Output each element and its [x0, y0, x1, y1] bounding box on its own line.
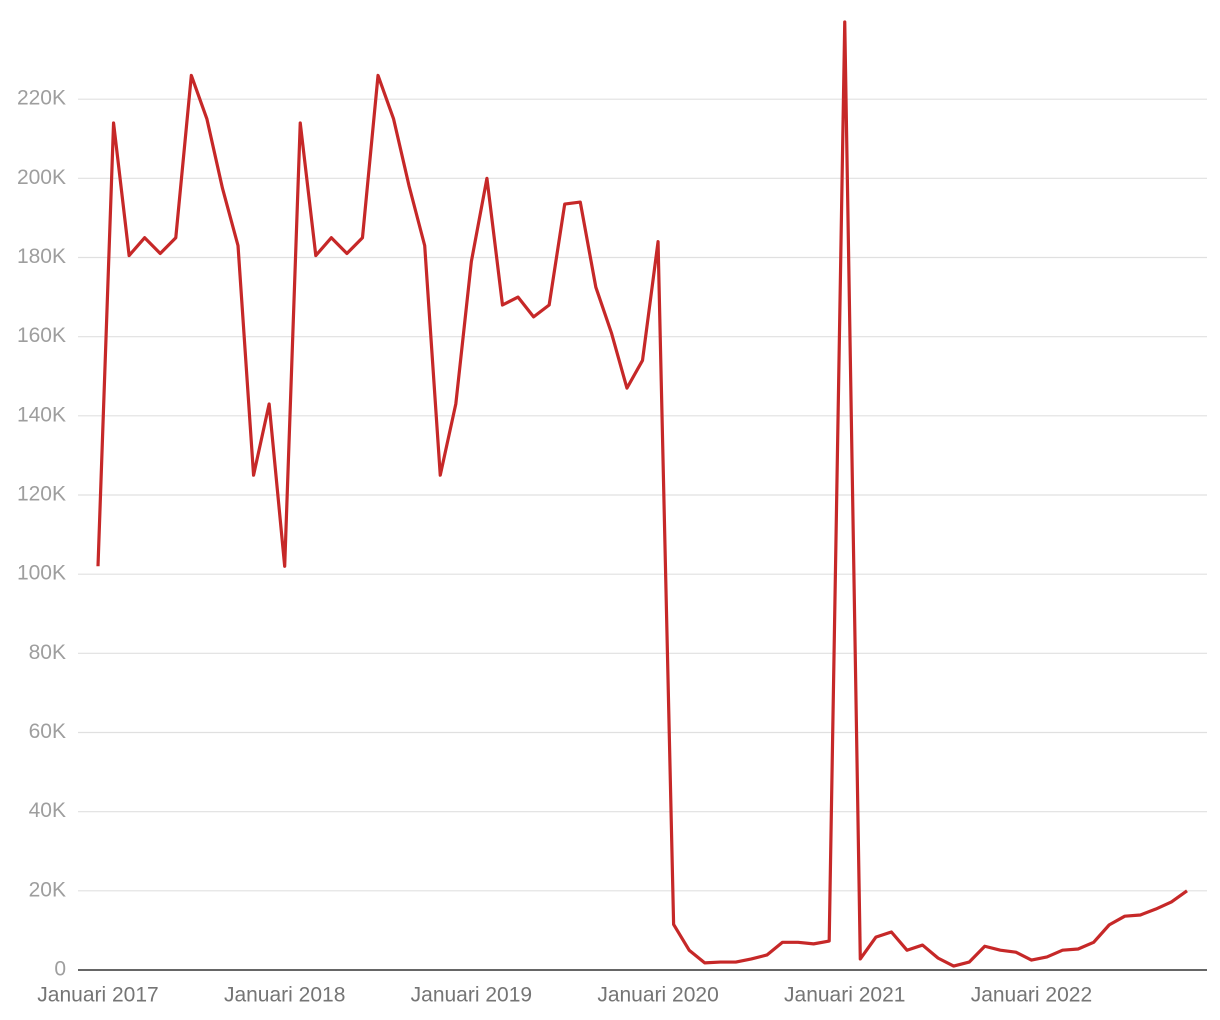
y-tick-label: 40K	[29, 799, 66, 822]
y-tick-label: 20K	[29, 878, 66, 901]
x-tick-label: Januari 2020	[597, 984, 718, 1007]
line-series	[96, 20, 1188, 968]
x-tick-label: Januari 2018	[224, 984, 345, 1007]
y-tick-label: 160K	[17, 324, 66, 347]
y-tick-label: 0	[54, 958, 66, 981]
x-tick-label: Januari 2017	[37, 984, 158, 1007]
x-tick-label: Januari 2021	[784, 984, 905, 1007]
y-tick-label: 120K	[17, 483, 66, 506]
y-tick-label: 60K	[29, 720, 66, 743]
y-tick-label: 140K	[17, 403, 66, 426]
y-tick-label: 200K	[17, 166, 66, 189]
y-tick-label: 80K	[29, 641, 66, 664]
x-tick-label: Januari 2019	[411, 984, 532, 1007]
y-tick-label: 180K	[17, 245, 66, 268]
y-tick-label: 220K	[17, 87, 66, 110]
x-tick-label: Januari 2022	[971, 984, 1092, 1007]
y-tick-label: 100K	[17, 562, 66, 585]
